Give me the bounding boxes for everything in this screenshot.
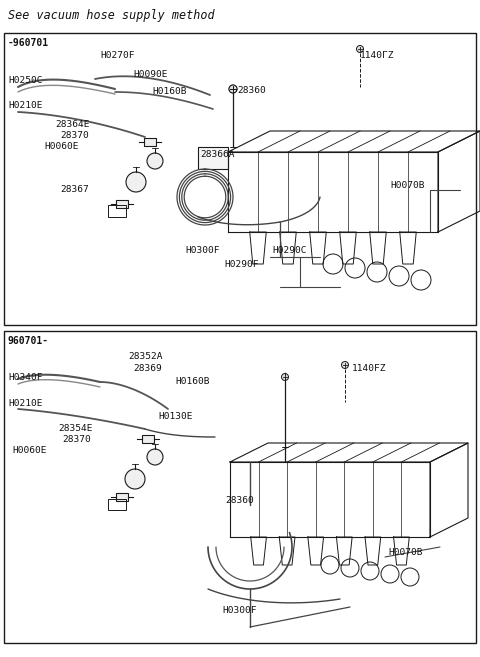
Text: H0300F: H0300F [185,246,219,255]
Text: -960701: -960701 [8,38,49,48]
Text: 28366A: 28366A [200,150,235,159]
Bar [144,138,156,146]
Circle shape [126,172,146,192]
Text: H0210E: H0210E [8,101,43,110]
Bar [4,331,476,643]
Text: 28367: 28367 [60,185,89,194]
Text: 28352A: 28352A [128,352,163,361]
Text: H0070B: H0070B [390,181,424,190]
Text: 960701-: 960701- [8,336,49,346]
Text: H0060E: H0060E [44,142,79,151]
Circle shape [357,45,363,53]
Text: 28360: 28360 [225,496,254,505]
Text: H0270F: H0270F [100,51,134,60]
Bar [116,493,128,501]
Text: 28370: 28370 [60,131,89,140]
Circle shape [281,373,288,380]
Text: 1140ΓZ: 1140ΓZ [360,51,395,60]
Bar [108,499,126,510]
Text: H0130E: H0130E [158,412,192,421]
Bar [108,205,126,217]
Text: H0340F: H0340F [8,373,43,382]
Text: H0060E: H0060E [12,446,47,455]
Text: H0290F: H0290F [224,260,259,269]
Circle shape [125,469,145,489]
Bar [4,33,476,325]
Text: H0160B: H0160B [152,87,187,96]
Text: H0210E: H0210E [8,399,43,408]
Text: H0290C: H0290C [272,246,307,255]
Text: See vacuum hose supply method: See vacuum hose supply method [8,9,215,22]
Text: 28354E: 28354E [58,424,93,433]
Text: 28364E: 28364E [55,120,89,129]
Circle shape [229,85,237,93]
Bar [198,147,228,169]
Text: 28370: 28370 [62,435,91,444]
Circle shape [341,361,348,369]
Text: H0070B: H0070B [388,548,422,557]
Text: 28360: 28360 [237,86,266,95]
Circle shape [147,449,163,465]
Circle shape [147,153,163,169]
Text: H0300F: H0300F [222,606,256,615]
Bar [116,200,128,208]
Bar [142,435,154,443]
Text: H0160B: H0160B [175,377,209,386]
Text: 1140FZ: 1140FZ [352,364,386,373]
Circle shape [229,85,237,93]
Text: 28369: 28369 [133,364,162,373]
Text: H0250C: H0250C [8,76,43,85]
Text: H0090E: H0090E [133,70,168,79]
